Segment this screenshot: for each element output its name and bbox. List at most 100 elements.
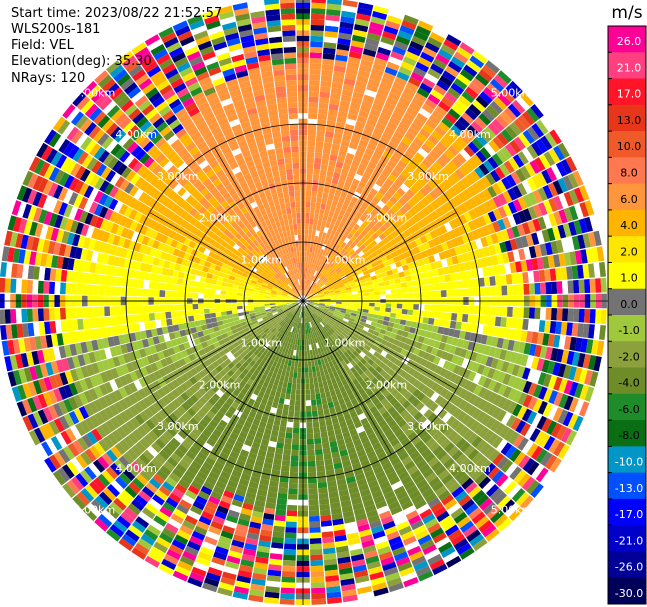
ppi-bin: [344, 252, 352, 260]
ppi-bin: [359, 105, 371, 114]
ppi-bin: [534, 157, 546, 172]
ppi-bin: [357, 250, 365, 258]
ppi-bin: [478, 112, 492, 126]
ppi-bin: [322, 215, 328, 222]
ppi-bin: [356, 240, 364, 248]
ppi-bin: [378, 187, 387, 196]
ppi-bin: [310, 269, 315, 275]
ppi-bin: [306, 157, 314, 164]
ppi-bin: [412, 66, 427, 78]
ppi-bin: [421, 172, 432, 183]
ppi-bin: [353, 263, 360, 270]
ppi-bin: [323, 142, 332, 149]
ppi-bin: [313, 163, 321, 170]
ppi-bin: [402, 192, 412, 202]
ppi-bin: [497, 70, 512, 85]
ppi-bin: [548, 148, 561, 164]
ppi-bin: [428, 114, 441, 126]
ppi-bin: [444, 148, 456, 160]
ppi-bin: [336, 43, 350, 51]
ppi-bin: [367, 213, 375, 222]
ppi-bin: [364, 123, 375, 133]
ppi-bin: [448, 198, 459, 209]
ppi-bin: [455, 136, 468, 149]
ppi-bin: [505, 174, 517, 188]
ppi-bin: [417, 210, 426, 220]
ppi-bin: [348, 51, 362, 60]
ppi-bin: [353, 238, 360, 245]
ppi-bin: [317, 280, 322, 285]
ppi-bin: [483, 126, 496, 140]
ppi-bin: [407, 126, 419, 137]
ppi-bin: [355, 13, 371, 22]
ppi-bin: [312, 258, 316, 264]
ppi-bin: [398, 66, 412, 77]
ppi-bin: [358, 64, 372, 73]
ppi-bin: [395, 227, 404, 236]
ppi-bin: [362, 153, 372, 162]
ppi-bin: [343, 230, 350, 238]
ppi-bin: [390, 169, 401, 179]
ppi-bin: [370, 67, 384, 77]
ppi-bin: [367, 236, 375, 244]
ppi-bin: [468, 197, 478, 209]
ppi-bin: [455, 152, 467, 165]
ppi-bin: [389, 196, 398, 205]
ppi-bin: [408, 102, 422, 113]
ppi-bin: [321, 220, 327, 227]
ppi-bin: [499, 111, 513, 125]
ppi-bin: [347, 170, 356, 179]
ppi-bin: [308, 113, 318, 120]
ppi-bin: [315, 265, 320, 272]
ppi-bin: [424, 232, 433, 242]
ppi-bin: [431, 175, 442, 186]
ppi-bin: [400, 245, 408, 254]
ppi-bin: [535, 119, 549, 135]
ppi-bin: [419, 82, 433, 94]
ppi-bin: [410, 122, 422, 133]
ppi-bin: [400, 61, 415, 72]
ppi-bin: [371, 10, 388, 20]
ppi-bin: [346, 274, 353, 280]
ppi-bin: [503, 160, 515, 174]
ppi-bin: [471, 182, 482, 194]
ppi-bin: [319, 282, 324, 287]
ppi-bin: [339, 209, 346, 217]
ppi-bin: [500, 129, 514, 143]
ppi-bin: [494, 166, 506, 180]
ppi-bin: [383, 102, 396, 112]
ppi-bin: [340, 191, 348, 199]
ppi-bin: [323, 36, 338, 44]
ppi-bin: [493, 96, 508, 111]
ppi-bin: [320, 268, 325, 274]
ppi-bin: [355, 120, 366, 129]
ppi-bin: [427, 68, 442, 80]
ppi-bin: [304, 290, 308, 296]
ppi-bin: [326, 170, 334, 178]
ppi-bin: [306, 162, 314, 169]
ppi-bin: [333, 132, 343, 140]
ppi-bin: [356, 269, 363, 275]
ppi-bin: [305, 267, 308, 274]
ppi-bin: [421, 103, 435, 114]
ppi-bin: [307, 262, 310, 269]
ppi-bin: [439, 137, 452, 149]
ppi-bin: [327, 109, 338, 117]
ppi-bin: [377, 46, 392, 56]
ppi-bin: [475, 150, 487, 163]
ppi-bin: [337, 282, 344, 287]
ppi-bin: [529, 159, 541, 174]
ppi-bin: [515, 95, 530, 111]
ppi-bin: [497, 193, 508, 206]
ppi-bin: [482, 87, 497, 101]
ppi-bin: [322, 153, 330, 160]
ppi-bin: [353, 23, 369, 33]
ppi-bin: [349, 165, 358, 174]
ppi-bin: [399, 206, 408, 215]
ppi-bin: [377, 200, 386, 209]
ppi-bin: [346, 61, 360, 70]
ppi-bin: [319, 91, 330, 99]
ppi-bin: [444, 222, 453, 232]
ppi-bin: [474, 166, 485, 179]
ppi-bin: [314, 247, 319, 254]
